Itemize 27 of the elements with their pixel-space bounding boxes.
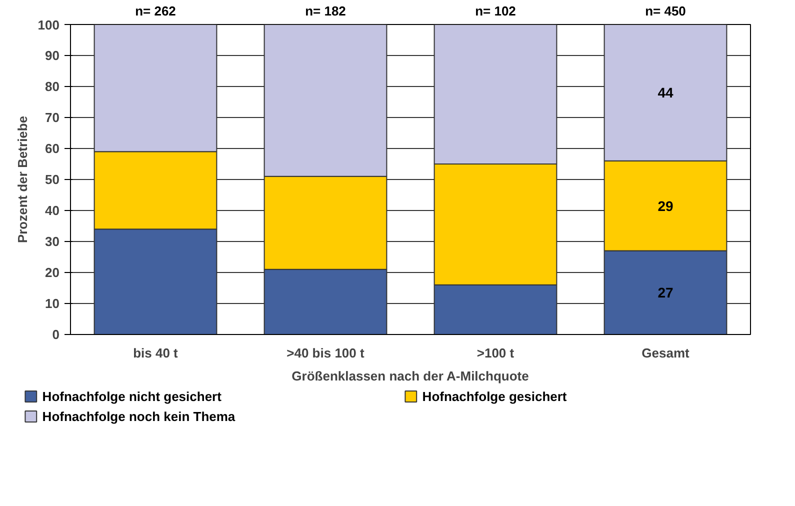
data-label: 27 (658, 284, 674, 301)
annotation: n= 182 (305, 4, 346, 18)
y-axis-title: Prozent der Betriebe (14, 116, 30, 244)
y-tick-label: 80 (45, 79, 60, 94)
annotation: n= 450 (645, 4, 686, 18)
y-tick-label: 40 (45, 203, 60, 218)
legend-label: Hofnachfolge gesichert (422, 389, 568, 404)
annotation: n= 262 (135, 4, 176, 18)
y-tick-label: 90 (45, 48, 60, 63)
legend-label: Hofnachfolge nicht gesichert (42, 389, 222, 404)
y-tick-label: 20 (45, 265, 60, 280)
y-tick-label: 0 (52, 327, 60, 342)
annotation: n= 102 (475, 4, 516, 18)
data-label: 44 (658, 84, 674, 101)
x-tick-label: >40 bis 100 t (286, 346, 366, 360)
y-tick-label: 50 (45, 172, 60, 187)
data-label: 29 (658, 198, 674, 214)
y-tick-label: 30 (45, 234, 60, 249)
x-tick-label: >100 t (476, 346, 515, 360)
x-axis-title: Größenklassen nach der A-Milchquote (292, 368, 529, 384)
y-tick-label: 100 (38, 18, 60, 32)
y-tick-label: 10 (45, 296, 60, 311)
x-tick-label: Gesamt (642, 346, 690, 360)
legend-label: Hofnachfolge noch kein Thema (42, 409, 236, 424)
y-tick-label: 60 (45, 141, 60, 156)
x-tick-label: bis 40 t (133, 346, 179, 360)
y-tick-label: 70 (45, 110, 60, 125)
